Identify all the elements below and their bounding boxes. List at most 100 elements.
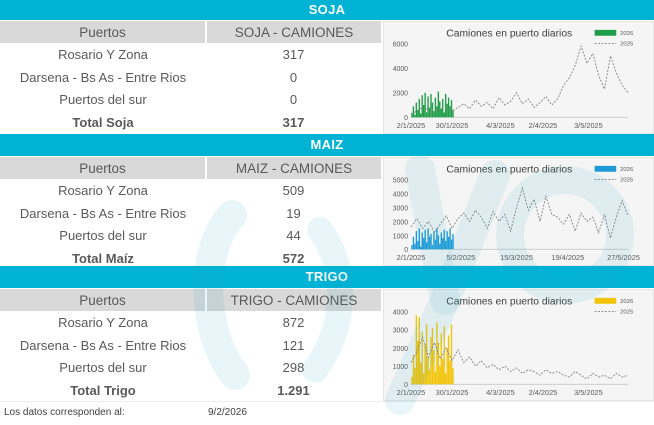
bar-mark: [418, 228, 421, 250]
bar-mark: [447, 335, 450, 385]
bar-mark: [415, 231, 418, 250]
port-name: Rosario Y Zona: [0, 179, 206, 203]
bar-mark: [417, 109, 419, 118]
y-tick-label: 2000: [393, 219, 408, 226]
legend-label: 2025: [620, 42, 634, 48]
truck-count: 19: [206, 202, 381, 225]
ports-table: Puertos TRIGO - CAMIONES Rosario Y Zona …: [0, 289, 381, 402]
y-tick-label: 5000: [393, 178, 408, 185]
ports-table: Puertos SOJA - CAMIONES Rosario Y Zona 3…: [0, 21, 381, 134]
port-name: Puertos del sur: [0, 88, 206, 112]
series-line: [410, 335, 629, 380]
bar-mark: [431, 245, 434, 250]
total-label: Total Soja: [0, 111, 206, 134]
table-header-row: Puertos MAIZ - CAMIONES: [0, 157, 381, 180]
footer: Los datos corresponden al: 9/2/2026: [0, 401, 654, 425]
table-row: Puertos del sur 0: [0, 88, 381, 112]
x-tick-label: 2/4/2025: [529, 388, 558, 397]
bar-mark: [452, 367, 454, 385]
port-name: Darsena - Bs As - Entre Rios: [0, 66, 206, 89]
bar-mark: [450, 239, 453, 250]
bar-mark: [430, 233, 432, 250]
bar-mark: [434, 371, 437, 385]
bar-mark: [414, 367, 416, 385]
y-tick-label: 4000: [393, 191, 408, 198]
bar-mark: [420, 113, 422, 118]
bar-mark: [449, 360, 451, 385]
bar-mark: [423, 238, 425, 250]
bar-mark: [452, 233, 454, 250]
truck-count: 298: [206, 356, 381, 380]
truck-count: 872: [206, 311, 381, 335]
y-tick-label: 4000: [393, 66, 408, 73]
total-label: Total Trigo: [0, 379, 206, 402]
y-tick-label: 2000: [393, 346, 408, 353]
table-row: Darsena - Bs As - Entre Rios 19: [0, 202, 381, 225]
legend-label: 2026: [620, 167, 634, 173]
bar-mark: [437, 91, 440, 118]
table-row: Rosario Y Zona 509: [0, 179, 381, 203]
bar-mark: [444, 373, 447, 385]
bar-mark: [439, 366, 441, 385]
bar-mark: [421, 95, 423, 118]
bar-mark: [436, 322, 438, 385]
port-name: Puertos del sur: [0, 224, 206, 248]
bar-mark: [412, 236, 415, 250]
x-tick-label: 3/5/2025: [574, 388, 603, 397]
bar-mark: [446, 347, 448, 385]
bar-mark: [440, 108, 442, 118]
port-name: Darsena - Bs As - Entre Rios: [0, 334, 206, 357]
port-name: Puertos del sur: [0, 356, 206, 380]
bar-mark: [436, 228, 438, 250]
x-tick-label: 27/5/2025: [607, 253, 640, 262]
x-tick-label: 2/1/2025: [397, 121, 426, 130]
table-header-row: Puertos TRIGO - CAMIONES: [0, 289, 381, 312]
bar-mark: [428, 369, 431, 385]
bar-mark: [447, 97, 450, 118]
x-tick-label: 5/2/2025: [447, 253, 476, 262]
bar-mark: [418, 98, 420, 118]
bar-mark: [442, 238, 444, 250]
bar-mark: [424, 344, 426, 385]
column-header-camiones: SOJA - CAMIONES: [205, 21, 381, 44]
bar-mark: [431, 327, 434, 385]
bar-mark: [450, 324, 453, 385]
bar-mark: [420, 246, 422, 250]
bar-mark: [430, 93, 432, 118]
bar-mark: [437, 235, 440, 250]
section-title: MAIZ: [0, 134, 654, 156]
y-tick-label: 4000: [393, 310, 408, 317]
bar-mark: [422, 373, 425, 385]
legend-swatch: [594, 29, 617, 36]
bar-mark: [443, 229, 445, 250]
bar-mark: [436, 106, 438, 118]
x-tick-label: 4/3/2025: [486, 388, 515, 397]
bar-mark: [431, 102, 434, 118]
bar-mark: [425, 324, 428, 385]
bar-mark: [427, 228, 429, 250]
x-tick-label: 30/1/2025: [436, 388, 469, 397]
legend-label: 2025: [620, 178, 634, 184]
bar-mark: [420, 362, 422, 385]
bar-mark: [433, 349, 435, 385]
bar-mark: [452, 109, 454, 118]
chart-title: Camiones en puerto diarios: [446, 297, 572, 308]
bar-mark: [437, 342, 440, 385]
bar-mark: [428, 236, 431, 250]
table-row: Darsena - Bs As - Entre Rios 0: [0, 66, 381, 89]
bar-mark: [434, 239, 437, 250]
bar-mark: [446, 231, 448, 250]
table-header-row: Puertos SOJA - CAMIONES: [0, 21, 381, 44]
bar-mark: [427, 96, 429, 118]
bar-mark: [411, 245, 413, 250]
x-tick-label: 3/5/2025: [574, 121, 603, 130]
chart-title: Camiones en puerto diarios: [446, 29, 572, 40]
bar-mark: [449, 228, 451, 250]
y-tick-label: 2000: [393, 91, 408, 98]
x-tick-label: 2/4/2025: [529, 121, 558, 130]
column-header-puertos: Puertos: [0, 289, 206, 312]
total-row: Total Trigo 1.291: [0, 379, 381, 402]
column-header-camiones: MAIZ - CAMIONES: [205, 157, 381, 180]
table-row: Puertos del sur 44: [0, 224, 381, 248]
footer-divider: [0, 401, 654, 402]
